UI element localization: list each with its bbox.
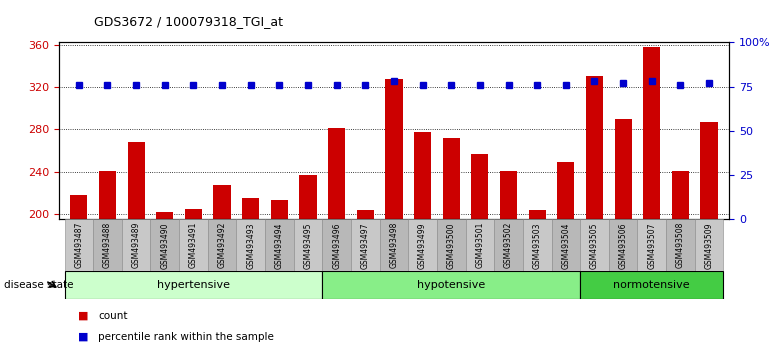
Bar <box>580 219 609 271</box>
Bar <box>494 219 523 271</box>
Text: GSM493493: GSM493493 <box>246 222 256 269</box>
Text: GSM493490: GSM493490 <box>160 222 169 269</box>
Bar <box>414 131 431 219</box>
Text: disease state: disease state <box>4 280 74 290</box>
Bar <box>443 138 460 219</box>
Text: hypertensive: hypertensive <box>157 280 230 290</box>
Bar <box>586 76 603 219</box>
Bar <box>672 171 689 219</box>
Text: GSM493502: GSM493502 <box>504 222 513 268</box>
Bar <box>580 271 724 299</box>
Bar <box>471 154 488 219</box>
Text: GSM493497: GSM493497 <box>361 222 370 269</box>
Bar <box>437 219 466 271</box>
Text: GSM493496: GSM493496 <box>332 222 341 269</box>
Bar <box>237 219 265 271</box>
Bar <box>71 195 88 219</box>
Bar <box>351 219 379 271</box>
Bar <box>643 47 660 219</box>
Text: ■: ■ <box>78 332 93 342</box>
Text: GSM493501: GSM493501 <box>475 222 485 268</box>
Bar <box>294 219 322 271</box>
Bar <box>528 210 546 219</box>
Text: GSM493500: GSM493500 <box>447 222 456 269</box>
Bar <box>551 219 580 271</box>
Text: GDS3672 / 100079318_TGI_at: GDS3672 / 100079318_TGI_at <box>94 15 283 28</box>
Bar <box>500 171 517 219</box>
Text: count: count <box>98 310 128 321</box>
Text: GSM493505: GSM493505 <box>590 222 599 269</box>
Bar <box>151 219 179 271</box>
Text: GSM493508: GSM493508 <box>676 222 685 268</box>
Text: GSM493495: GSM493495 <box>303 222 313 269</box>
Bar <box>523 219 551 271</box>
Text: GSM493494: GSM493494 <box>275 222 284 269</box>
Text: GSM493488: GSM493488 <box>103 222 112 268</box>
Text: GSM493487: GSM493487 <box>74 222 83 268</box>
Bar <box>322 219 351 271</box>
Text: GSM493492: GSM493492 <box>218 222 227 268</box>
Bar <box>357 210 374 219</box>
Bar <box>156 212 173 219</box>
Bar <box>299 175 317 219</box>
Text: percentile rank within the sample: percentile rank within the sample <box>98 332 274 342</box>
Bar <box>666 219 695 271</box>
Bar <box>700 122 717 219</box>
Text: GSM493489: GSM493489 <box>132 222 140 268</box>
Bar <box>64 219 93 271</box>
Bar <box>466 219 494 271</box>
Bar <box>270 200 288 219</box>
Text: GSM493503: GSM493503 <box>532 222 542 269</box>
Bar <box>695 219 724 271</box>
Bar <box>185 209 202 219</box>
Bar <box>615 119 632 219</box>
Bar <box>99 171 116 219</box>
Bar <box>208 219 237 271</box>
Bar <box>328 129 345 219</box>
Text: hypotensive: hypotensive <box>417 280 485 290</box>
Bar <box>213 184 230 219</box>
Bar <box>609 219 637 271</box>
Bar <box>122 219 151 271</box>
Bar <box>322 271 580 299</box>
Bar <box>242 198 260 219</box>
Bar <box>637 219 666 271</box>
Bar <box>557 162 575 219</box>
Bar <box>379 219 408 271</box>
Text: normotensive: normotensive <box>613 280 690 290</box>
Text: GSM493504: GSM493504 <box>561 222 570 269</box>
Bar <box>64 271 322 299</box>
Text: GSM493491: GSM493491 <box>189 222 198 268</box>
Bar <box>128 142 145 219</box>
Text: ■: ■ <box>78 310 93 321</box>
Text: GSM493509: GSM493509 <box>705 222 713 269</box>
Bar <box>93 219 122 271</box>
Text: GSM493507: GSM493507 <box>648 222 656 269</box>
Bar <box>386 79 402 219</box>
Text: GSM493506: GSM493506 <box>619 222 628 269</box>
Text: GSM493498: GSM493498 <box>390 222 398 268</box>
Bar <box>265 219 294 271</box>
Bar <box>179 219 208 271</box>
Bar <box>408 219 437 271</box>
Text: GSM493499: GSM493499 <box>418 222 427 269</box>
